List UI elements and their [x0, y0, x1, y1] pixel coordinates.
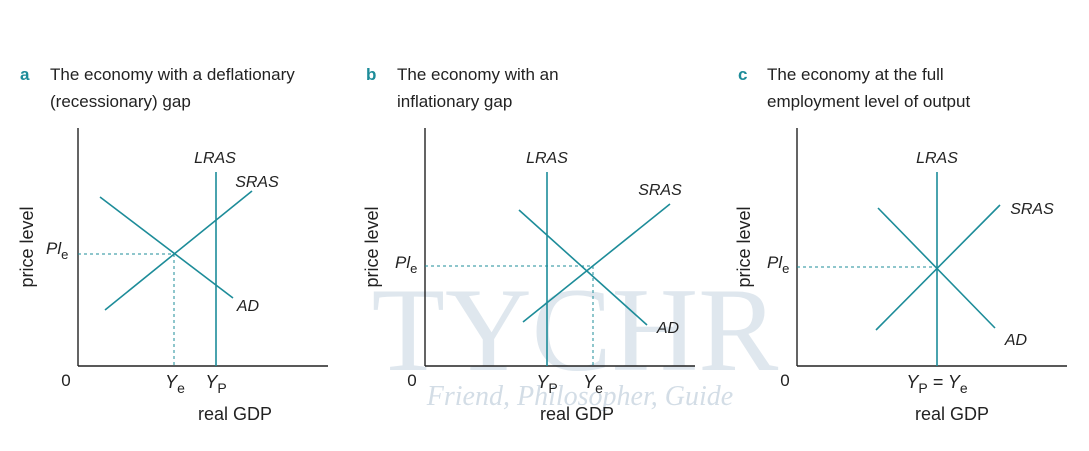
ad-curve — [518, 209, 648, 326]
watermark-motto: Friend, Philosopher, Guide — [426, 381, 733, 412]
panel-title: The economy at the full — [767, 65, 944, 84]
panel-title: employment level of output — [767, 92, 970, 111]
y-axis-title: price level — [362, 206, 382, 287]
origin-label: 0 — [61, 371, 70, 390]
ad-label: AD — [236, 298, 260, 315]
label-sub: P — [548, 380, 557, 396]
label-main: Pl — [395, 253, 411, 272]
watermark-brand: TYCHR — [372, 263, 779, 396]
sras-label: SRAS — [1010, 201, 1054, 218]
sras-label: SRAS — [235, 174, 279, 191]
label-sub: P — [918, 380, 927, 396]
axis-value-label: YP — [536, 372, 557, 396]
label-sub: e — [61, 247, 68, 262]
panel-letter: b — [366, 65, 376, 84]
x-axis-title: real GDP — [915, 404, 989, 424]
panel-title: (recessionary) gap — [50, 92, 191, 111]
label-main: Pl — [767, 253, 783, 272]
sras-label: SRAS — [638, 182, 682, 199]
label-main: Pl — [46, 239, 62, 258]
ad-label: AD — [1004, 332, 1028, 349]
lras-label: LRAS — [916, 150, 958, 167]
y-axis-title: price level — [17, 206, 37, 287]
ad-curve — [99, 196, 234, 299]
label-sub: e — [410, 261, 417, 276]
axis-value-label: YP = Ye — [906, 372, 968, 396]
x-axis-title: real GDP — [540, 404, 614, 424]
label-main: Y — [583, 372, 597, 392]
sras-curve — [104, 190, 253, 311]
label-sub: P — [217, 380, 226, 396]
lras-label: LRAS — [526, 150, 568, 167]
axis-value-label: Ple — [767, 253, 789, 276]
label-sub: e — [960, 380, 968, 396]
axis-value-label: YP — [205, 372, 226, 396]
label-main: Y — [906, 372, 920, 392]
axis-value-label: Ple — [395, 253, 417, 276]
ad-label: AD — [656, 320, 680, 337]
label-main: Y — [205, 372, 219, 392]
sras-curve — [875, 204, 1001, 331]
y-axis-title: price level — [734, 206, 754, 287]
panel-letter: c — [738, 65, 747, 84]
panel-title: The economy with an — [397, 65, 559, 84]
origin-label: 0 — [407, 371, 416, 390]
x-axis-title: real GDP — [198, 404, 272, 424]
label-main: Y — [165, 372, 179, 392]
label-sub: e — [595, 380, 603, 396]
label-sub: e — [177, 380, 185, 396]
panel-letter: a — [20, 65, 30, 84]
label-main: = Y — [928, 372, 962, 392]
sras-curve — [522, 203, 671, 323]
axis-value-label: Ye — [165, 372, 185, 396]
origin-label: 0 — [780, 371, 789, 390]
ad-curve — [877, 207, 996, 329]
axis-value-label: Ye — [583, 372, 603, 396]
axis-value-label: Ple — [46, 239, 68, 262]
panel-title: The economy with a deflationary — [50, 65, 295, 84]
lras-label: LRAS — [194, 150, 236, 167]
label-sub: e — [782, 261, 789, 276]
label-main: Y — [536, 372, 550, 392]
panel-title: inflationary gap — [397, 92, 512, 111]
